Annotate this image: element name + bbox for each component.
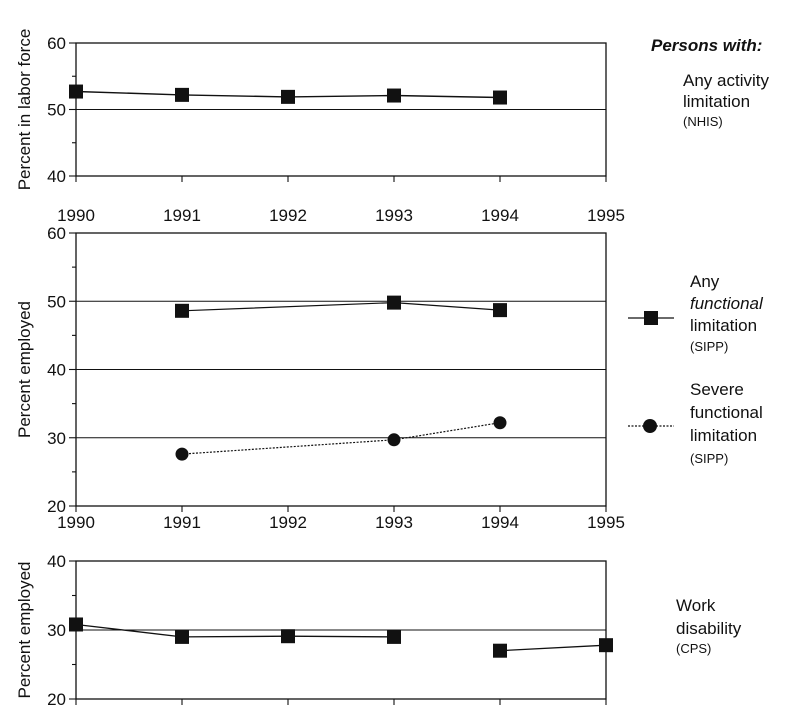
data-point [69,84,83,99]
y-tick-label: 40 [47,167,66,186]
y-tick-label: 50 [47,101,66,120]
data-point [175,87,189,102]
series-line [75,623,395,638]
x-tick-label: 1990 [57,206,95,225]
x-tick-label: 1991 [163,206,201,225]
x-tick-label: 1991 [163,513,201,532]
legend-any-activity-line-2: limitation [683,92,750,111]
x-tick-label: 1994 [481,513,519,532]
legend: Persons with: Any activity limitation (N… [628,36,769,656]
legend-any-functional-line-2: functional [690,294,764,313]
series-line [181,422,501,455]
legend-key-circle [628,419,674,433]
panel-2: 20 30 40 50 60 1990 1991 1992 1993 1994 1995 Percen… [15,224,625,532]
y-tick-label: 20 [47,690,66,709]
series-line [499,644,607,652]
data-point [493,416,507,430]
y-axis-title: Percent employed [15,561,34,698]
x-tick-label: 1992 [269,513,307,532]
series-line [181,301,501,312]
y-tick-label: 30 [47,621,66,640]
x-tick-label: 1994 [481,206,519,225]
data-point [493,643,507,658]
legend-any-functional-source: (SIPP) [690,339,728,354]
y-tick-label: 60 [47,224,66,243]
legend-severe-functional-line-3: limitation [690,426,757,445]
legend-work-disability-line-2: disability [676,619,742,638]
x-tick-label: 1995 [587,513,625,532]
y-tick-label: 40 [47,361,66,380]
data-point [175,447,189,461]
x-tick-label: 1992 [269,206,307,225]
legend-heading: Persons with: [651,36,762,55]
data-point [387,88,401,103]
data-point [69,617,83,632]
data-point [493,90,507,105]
y-axis-title: Percent employed [15,301,34,438]
legend-severe-functional-line-2: functional [690,403,763,422]
data-point [281,629,295,644]
x-tick-label: 1995 [587,206,625,225]
legend-any-functional-line-1: Any [690,272,720,291]
y-tick-label: 40 [47,552,66,571]
legend-any-activity-line-1: Any activity [683,71,769,90]
legend-key-square [628,311,674,325]
legend-any-activity-source: (NHIS) [683,114,723,129]
x-tick-label: 1993 [375,206,413,225]
y-tick-label: 60 [47,34,66,53]
y-axis-title: Percent in labor force [15,29,34,191]
y-tick-label: 30 [47,429,66,448]
data-point [493,303,507,318]
data-point [175,629,189,644]
data-point [387,629,401,644]
y-tick-label: 50 [47,292,66,311]
legend-work-disability-line-1: Work [676,596,716,615]
panel-3: 20 30 40 Percent employed [15,552,613,709]
y-tick-label: 20 [47,497,66,516]
data-point [387,295,401,310]
x-tick-label: 1990 [57,513,95,532]
data-point [599,638,613,653]
legend-work-disability-source: (CPS) [676,641,711,656]
data-point [387,433,401,447]
x-tick-label: 1993 [375,513,413,532]
legend-severe-functional-source: (SIPP) [690,451,728,466]
data-point [175,303,189,318]
legend-severe-functional-line-1: Severe [690,380,744,399]
data-point [281,89,295,104]
panel-1: 40 50 60 1990 1991 1992 1993 1994 1995 Percent in… [15,29,625,225]
legend-any-functional-line-3: limitation [690,316,757,335]
